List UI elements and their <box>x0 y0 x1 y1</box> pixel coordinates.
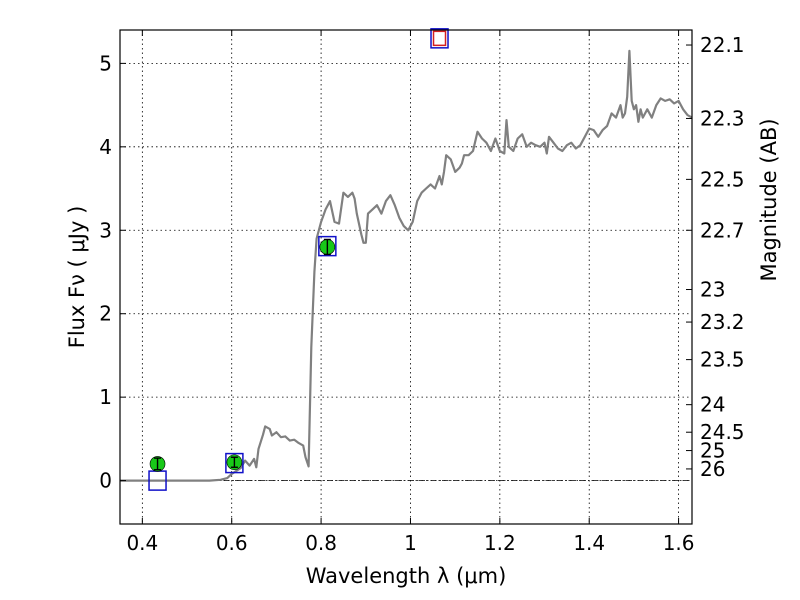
y-tick-label: 5 <box>99 51 112 75</box>
magnitude-tick-label: 22.5 <box>700 167 745 191</box>
x-axis-title: Wavelength λ (μm) <box>306 564 507 588</box>
sed-model-line <box>120 49 693 482</box>
magnitude-tick-label: 22.3 <box>700 106 745 130</box>
x-tick-label: 1.4 <box>573 531 605 555</box>
model-photometry-square <box>430 28 449 49</box>
model-photometry-square <box>318 235 337 257</box>
y-tick-label: 4 <box>99 135 112 159</box>
y-tick-label: 2 <box>99 302 112 326</box>
x-tick-label: 0.6 <box>216 531 248 555</box>
right-y-axis-title: Magnitude (AB) <box>757 118 781 281</box>
x-tick-label: 1 <box>404 531 417 555</box>
y-tick-label: 0 <box>99 469 112 493</box>
x-tick-label: 1.6 <box>663 531 695 555</box>
x-tick-label: 0.4 <box>126 531 158 555</box>
magnitude-tick-label: 26 <box>700 457 725 481</box>
y-axis-title: Flux Fν ( μJy ) <box>65 206 89 349</box>
magnitude-tick-label: 24.5 <box>700 420 745 444</box>
magnitude-tick-label: 22.1 <box>700 33 745 57</box>
magnitude-tick-label: 23.2 <box>700 310 745 334</box>
magnitude-tick-label: 24 <box>700 393 725 417</box>
series-group <box>120 49 693 482</box>
x-tick-label: 0.8 <box>305 531 337 555</box>
y-tick-label: 3 <box>99 218 112 242</box>
magnitude-tick-label: 22.7 <box>700 218 745 242</box>
ticks-group: 0.4 0.6 0.8 1 1.2 1.4 1.601234522.122.322.522.… <box>99 30 745 555</box>
markers-group <box>148 28 449 491</box>
magnitude-tick-label: 23 <box>700 278 725 302</box>
magnitude-tick-label: 25 <box>700 439 725 463</box>
magnitude-tick-label: 23.5 <box>700 348 745 372</box>
plot-frame <box>119 29 693 525</box>
highlighted-photometry-square <box>432 30 447 47</box>
y-tick-label: 1 <box>99 385 112 409</box>
model-photometry-square <box>225 452 244 474</box>
x-tick-label: 1.2 <box>484 531 516 555</box>
